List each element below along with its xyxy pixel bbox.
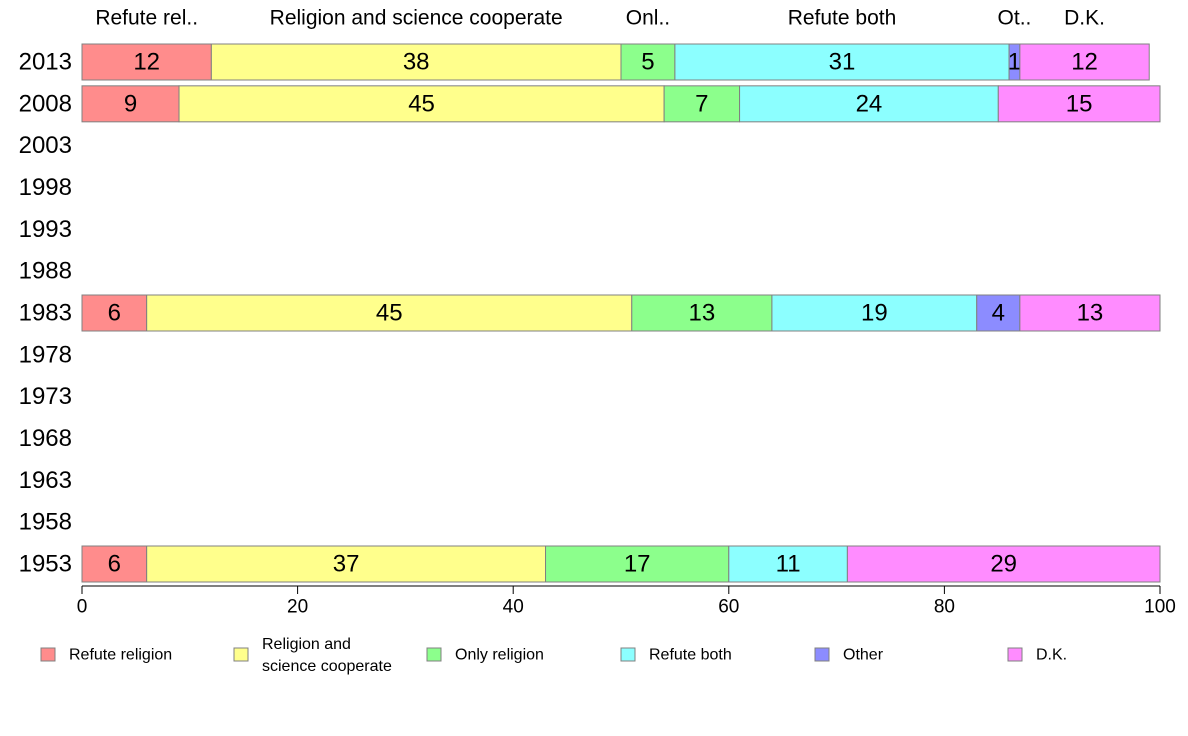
data-label: 12 [1071,49,1098,76]
data-label: 13 [688,300,715,327]
bar-segment [178,85,665,123]
legend-swatch [233,647,249,662]
y-tick-label: 1953 [19,551,72,578]
y-tick-label: 1963 [19,467,72,494]
top-category-label: Refute both [788,7,897,30]
y-tick-label: 2003 [19,132,72,159]
bar-segment [620,43,676,81]
x-tick-label: 40 [503,597,524,618]
bar-segment [846,545,1161,583]
bar-segment [545,545,730,583]
bar-segment [771,294,978,332]
x-tick-label: 80 [934,597,955,618]
legend-swatch [40,647,56,662]
legend-label: Only religion [455,647,544,664]
y-tick-label: 1958 [19,509,72,536]
bar-segment [631,294,773,332]
data-label: 19 [861,300,888,327]
data-label: 13 [1077,300,1104,327]
data-label: 15 [1066,90,1093,117]
data-label: 11 [776,551,801,578]
data-label: 45 [376,300,403,327]
x-axis: 0 20 40 60 80 100 [77,585,1176,618]
bar-segment [739,85,999,123]
data-label: 45 [408,90,435,117]
data-label: 31 [829,49,856,76]
bar-segment [663,85,741,123]
bar-segment [1019,43,1150,81]
legend-swatch [620,647,636,662]
legend-label: D.K. [1036,647,1067,664]
y-tick-label: 1968 [19,425,72,452]
top-category-label: Refute rel.. [95,7,198,30]
data-label: 6 [108,551,121,578]
y-tick-label: 1993 [19,216,72,243]
data-label: 4 [992,300,1005,327]
bar-segment [146,545,547,583]
legend-label: Other [843,647,884,664]
y-tick-label: 1983 [19,300,72,327]
legend-swatch [1007,647,1023,662]
bar-segment [81,85,180,123]
y-tick-label: 1998 [19,174,72,201]
data-label: 17 [624,551,651,578]
top-category-label: Religion and science cooperate [270,7,563,30]
bar-segment [997,85,1161,123]
legend-label: Religion and science cooperate [262,636,392,675]
data-label: 5 [641,49,654,76]
data-label: 38 [403,49,430,76]
bars: 12 38 5 31 1 129 45 7 24 156 45 13 19 4 136 37 17 11 29 [81,43,1161,583]
top-category-label: Onl.. [626,7,670,30]
x-tick-label: 0 [77,597,88,618]
data-label: 37 [333,551,360,578]
bar-segment [1019,294,1161,332]
legend-swatch [814,647,830,662]
data-label: 24 [856,90,883,117]
data-label: 9 [124,90,137,117]
bar-segment [81,43,212,81]
legend: Refute religion Religion and science coope… [40,636,1067,675]
y-tick-label: 2013 [19,49,72,76]
y-axis: 2013 2008 2003 1998 1993 1988 1983 1978 1973 1968… [19,49,72,578]
bar-segment [674,43,1010,81]
data-label: 12 [133,49,160,76]
bar-segment [146,294,633,332]
top-category-label: D.K. [1064,7,1105,30]
x-tick-label: 60 [718,597,739,618]
data-label: 6 [108,300,121,327]
data-label: 7 [695,90,708,117]
bar-segment [976,294,1021,332]
legend-swatch [426,647,442,662]
data-label: 29 [990,551,1017,578]
bar-segment [210,43,622,81]
x-tick-label: 100 [1144,597,1176,618]
y-tick-label: 2008 [19,90,72,117]
bar-segment [81,294,148,332]
legend-label: Refute both [649,647,732,664]
y-tick-label: 1978 [19,341,72,368]
legend-label: Refute religion [69,647,172,664]
x-tick-label: 20 [287,597,308,618]
data-label: 1 [1008,49,1021,76]
y-tick-label: 1988 [19,258,72,285]
y-tick-label: 1973 [19,383,72,410]
top-labels: Refute rel.. Religion and science coopera… [95,7,1105,30]
top-category-label: Ot.. [998,7,1032,30]
